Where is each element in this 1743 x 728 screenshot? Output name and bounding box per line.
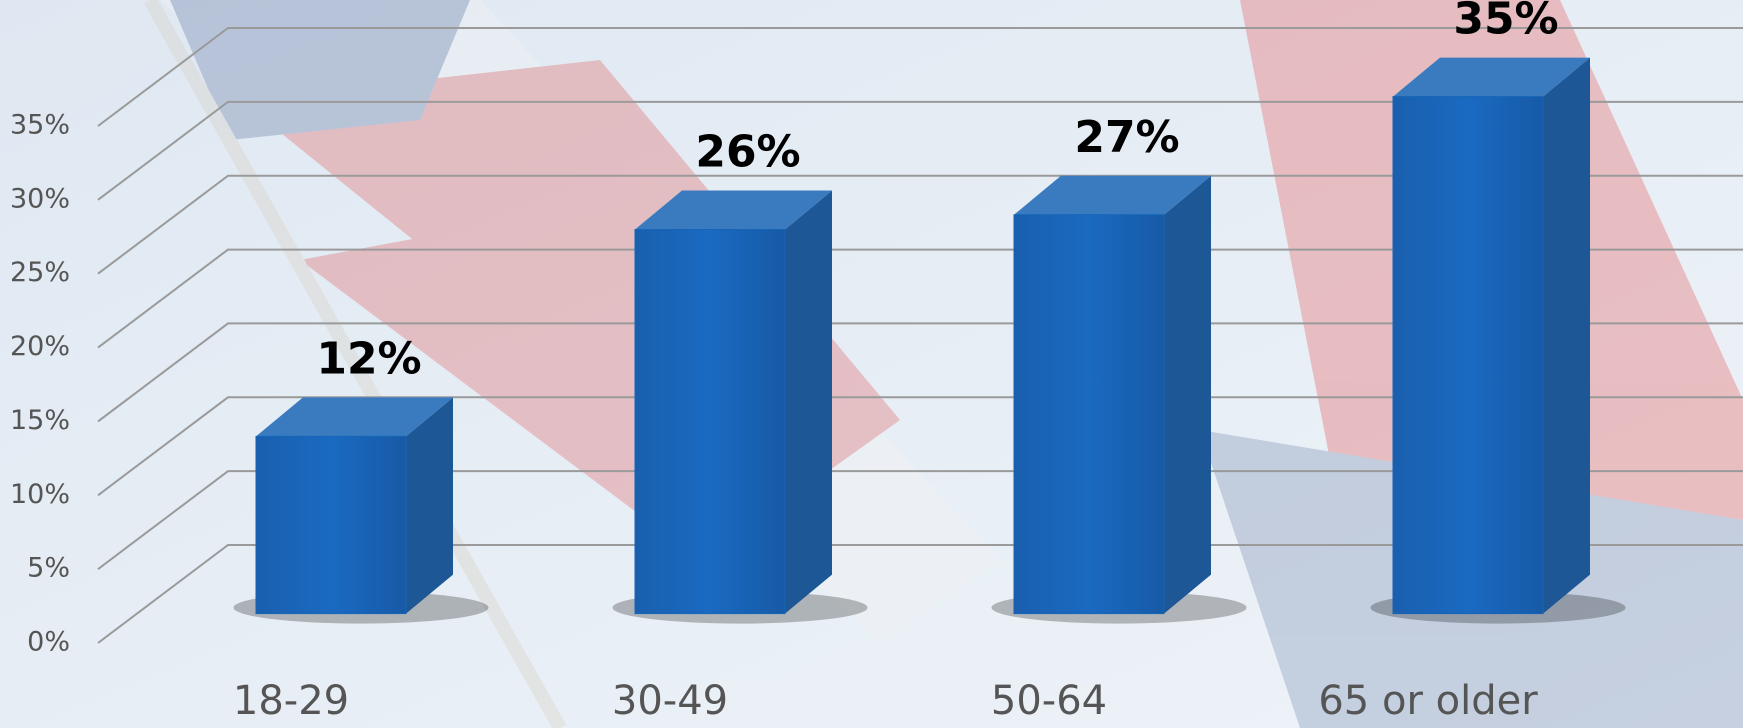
- x-tick-label: 65 or older: [1318, 678, 1538, 724]
- y-tick-label: 30%: [10, 183, 70, 214]
- y-tick-label: 35%: [10, 110, 70, 141]
- y-tick-label: 25%: [10, 257, 70, 288]
- y-tick-label: 20%: [10, 331, 70, 362]
- bar: [1370, 57, 1626, 624]
- x-tick-label: 50-64: [991, 678, 1107, 724]
- bar-side: [1543, 57, 1590, 614]
- y-tick-label: 15%: [10, 405, 70, 436]
- bar-side: [406, 397, 453, 614]
- bar-front: [1013, 214, 1165, 615]
- x-tick-label: 18-29: [233, 678, 349, 724]
- bar: [612, 190, 868, 624]
- grid-line: [97, 27, 1743, 127]
- value-label: 35%: [1453, 0, 1558, 45]
- bar-top: [1014, 175, 1211, 215]
- bar-front: [634, 229, 786, 615]
- bar-top: [635, 190, 832, 230]
- value-label: 26%: [695, 127, 800, 178]
- grid-line: [97, 100, 1743, 201]
- bar-front: [1392, 96, 1544, 615]
- bar-front: [255, 435, 407, 615]
- bar: [991, 175, 1247, 624]
- value-label: 12%: [316, 333, 421, 384]
- bar: [233, 397, 489, 624]
- bar-side: [785, 190, 832, 614]
- bar-top: [256, 397, 453, 437]
- bar-side: [1164, 175, 1211, 614]
- y-tick-label: 0%: [27, 627, 70, 658]
- grid-line: [97, 396, 1743, 497]
- grid: 0% 5% 10% 15% 20% 25% 30% 35%: [10, 27, 1743, 658]
- x-tick-label: 30-49: [612, 678, 728, 724]
- bar-top: [1393, 57, 1590, 97]
- bars: 12% 18-29 26% 30-49 27% 50-64 35% 65 or older: [233, 0, 1626, 724]
- grid-line: [97, 174, 1743, 275]
- grid-line: [97, 544, 1743, 644]
- grid-line: [97, 248, 1743, 349]
- y-tick-label: 10%: [10, 479, 70, 510]
- grid-line: [97, 470, 1743, 570]
- value-label: 27%: [1074, 112, 1179, 163]
- y-tick-label: 5%: [27, 553, 70, 584]
- grid-line: [97, 322, 1743, 423]
